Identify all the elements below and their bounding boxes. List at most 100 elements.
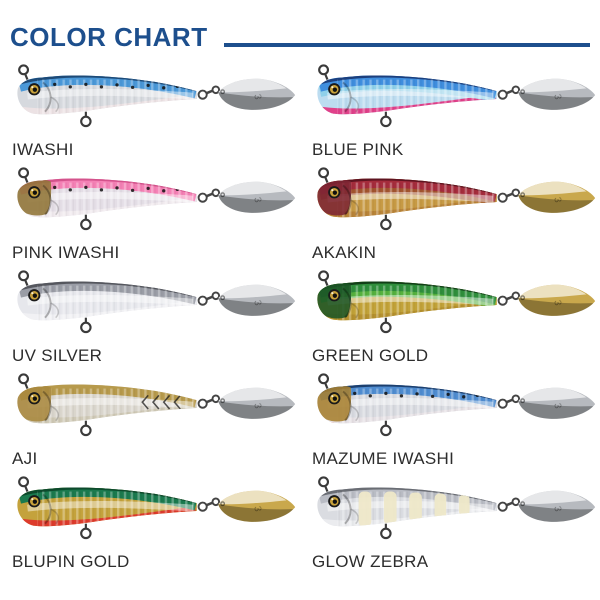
gill-line — [342, 493, 352, 525]
lure-image: 3 — [8, 369, 300, 449]
lure-eye — [28, 495, 41, 508]
blade-eyelet-hole — [520, 501, 526, 507]
blade-size-mark: 3 — [551, 505, 563, 512]
lure-illustration: 3 — [317, 476, 596, 540]
page-title: COLOR CHART — [10, 22, 208, 52]
blade-size-mark: 3 — [251, 402, 263, 409]
lure-color-item: 3 AJI — [8, 369, 300, 472]
blade-size-mark: 3 — [551, 93, 563, 100]
lure-color-item: 3 BLUPIN GOLD — [8, 472, 300, 575]
line-tie-loop-icon — [18, 167, 30, 183]
blade-size-mark: 3 — [551, 402, 563, 409]
swivel-link-icon — [497, 497, 521, 512]
line-tie-loop-icon — [18, 64, 30, 80]
lure-body — [317, 178, 497, 218]
lure-eye — [28, 392, 41, 405]
lure-eye — [328, 392, 341, 405]
lure-color-item: 3 PINK IWASHI — [8, 163, 300, 266]
swivel-link-icon — [197, 85, 221, 100]
spinner-blade: 3 — [518, 181, 596, 213]
gill-line — [342, 81, 352, 113]
spinner-blade: 3 — [218, 78, 296, 110]
spinner-blade: 3 — [218, 387, 296, 419]
header-rule-line — [223, 43, 590, 47]
lure-body — [17, 384, 197, 424]
color-name-label: GREEN GOLD — [312, 346, 429, 365]
lure-eye — [328, 83, 341, 96]
line-tie-loop-icon — [18, 373, 30, 389]
gill-line — [42, 184, 52, 216]
spinner-blade: 3 — [518, 490, 596, 522]
line-tie-loop-icon — [318, 270, 330, 286]
blade-eyelet-hole — [520, 295, 526, 301]
lure-image: 3 — [308, 163, 600, 243]
lure-illustration: 3 — [17, 373, 296, 437]
belly-hook-loop-icon — [380, 317, 392, 334]
belly-hook-loop-icon — [80, 111, 92, 128]
gill-line — [42, 493, 52, 525]
lure-color-item: 3 MAZUME IWASHI — [308, 369, 600, 472]
belly-hook-loop-icon — [80, 317, 92, 334]
chevron-pattern — [141, 394, 181, 410]
lure-image: 3 — [308, 472, 600, 552]
lure-illustration: 3 — [17, 270, 296, 334]
lure-body — [17, 75, 197, 115]
gill-line — [42, 390, 52, 422]
lure-image: 3 — [308, 60, 600, 140]
lure-illustration: 3 — [17, 64, 296, 128]
blade-size-mark: 3 — [251, 299, 263, 306]
lure-body — [317, 281, 497, 321]
color-name-label: GLOW ZEBRA — [312, 552, 429, 571]
dot-pattern — [53, 82, 180, 90]
lure-body — [317, 75, 497, 115]
gill-line — [342, 287, 352, 319]
lure-eye — [28, 186, 41, 199]
lure-illustration: 3 — [317, 64, 596, 128]
lure-image: 3 — [8, 266, 300, 346]
blade-size-mark: 3 — [551, 196, 563, 203]
dot-pattern — [53, 185, 180, 193]
color-name-label: BLUE PINK — [312, 140, 404, 159]
belly-hook-loop-icon — [380, 111, 392, 128]
lure-image: 3 — [308, 369, 600, 449]
belly-hook-loop-icon — [380, 420, 392, 437]
gill-line — [42, 81, 52, 113]
color-name-label: MAZUME IWASHI — [312, 449, 455, 468]
lure-color-item: 3 GLOW ZEBRA — [308, 472, 600, 575]
color-name-label: PINK IWASHI — [12, 243, 120, 262]
belly-hook-loop-icon — [380, 214, 392, 231]
lure-color-item: 3 IWASHI — [8, 60, 300, 163]
color-grid: 3 IWASHI — [8, 60, 596, 575]
swivel-link-icon — [497, 188, 521, 203]
spinner-blade: 3 — [518, 78, 596, 110]
color-name-label: AKAKIN — [312, 243, 377, 262]
lure-illustration: 3 — [317, 373, 596, 437]
blade-eyelet-hole — [220, 89, 226, 95]
spinner-blade: 3 — [218, 284, 296, 316]
lure-eye — [328, 495, 341, 508]
belly-hook-loop-icon — [80, 420, 92, 437]
blade-size-mark: 3 — [551, 299, 563, 306]
lure-body — [17, 178, 197, 218]
lure-body — [17, 487, 197, 527]
lure-illustration: 3 — [17, 167, 296, 231]
color-name-label: AJI — [12, 449, 38, 468]
line-tie-loop-icon — [18, 476, 30, 492]
blade-eyelet-hole — [520, 192, 526, 198]
belly-hook-loop-icon — [80, 523, 92, 540]
swivel-link-icon — [197, 291, 221, 306]
blade-size-mark: 3 — [251, 505, 263, 512]
blade-eyelet-hole — [520, 89, 526, 95]
lure-color-item: 3 BLUE PINK — [308, 60, 600, 163]
line-tie-loop-icon — [318, 64, 330, 80]
spinner-blade: 3 — [518, 387, 596, 419]
swivel-link-icon — [197, 394, 221, 409]
lure-image: 3 — [8, 472, 300, 552]
lure-image: 3 — [8, 60, 300, 140]
blade-eyelet-hole — [220, 295, 226, 301]
lure-eye — [328, 186, 341, 199]
color-name-label: BLUPIN GOLD — [12, 552, 130, 571]
belly-hook-loop-icon — [80, 214, 92, 231]
lure-eye — [28, 83, 41, 96]
